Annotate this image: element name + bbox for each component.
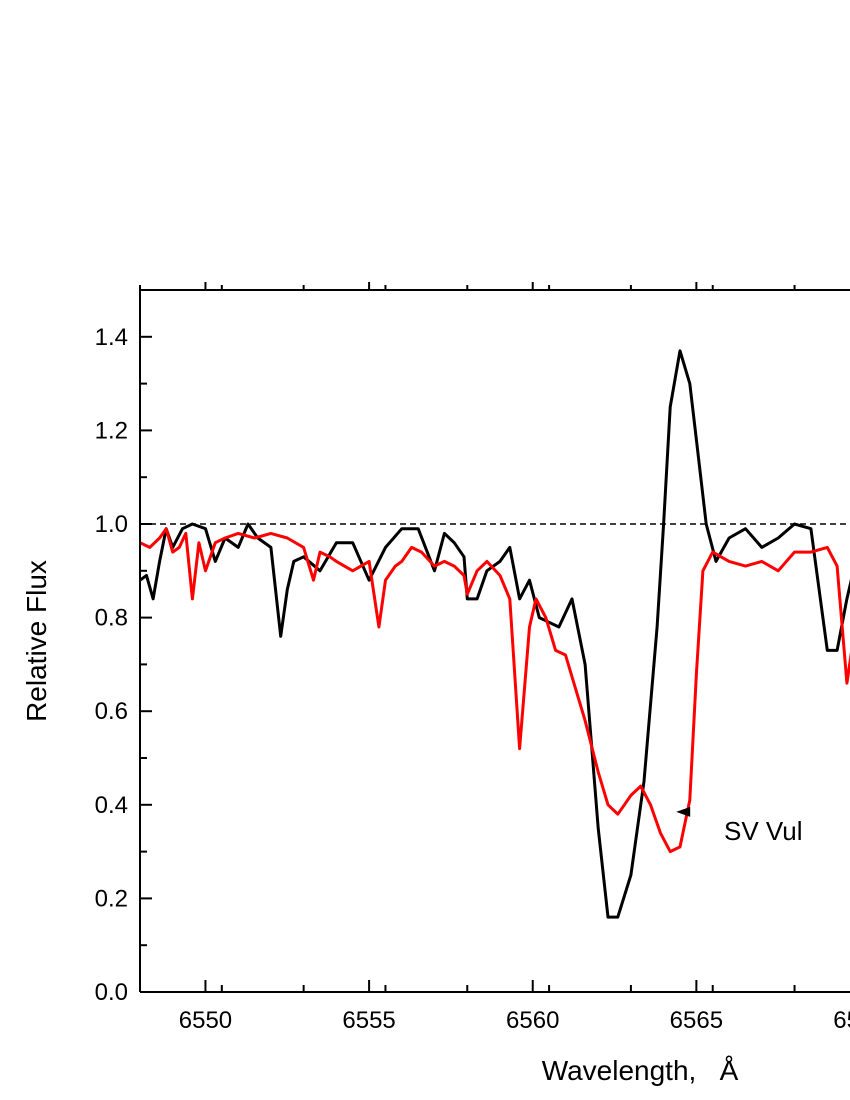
y-tick-label: 0.0 xyxy=(95,979,128,1006)
x-tick-label: 6560 xyxy=(506,1007,559,1034)
series-line-1 xyxy=(140,349,850,919)
x-tick-label: 6550 xyxy=(179,1007,232,1034)
x-axis-title: Wavelength, Å xyxy=(542,1055,739,1086)
y-tick-label: 1.2 xyxy=(95,417,128,444)
x-tick-label: 6565 xyxy=(670,1007,723,1034)
x-tick-label: 6555 xyxy=(342,1007,395,1034)
series-line-2 xyxy=(140,527,850,854)
annotation-arrowhead xyxy=(676,806,691,817)
annotation-label: SV Vul xyxy=(724,816,803,846)
y-tick-label: 1.4 xyxy=(95,324,128,351)
y-tick-label: 0.4 xyxy=(95,792,128,819)
y-tick-label: 0.6 xyxy=(95,698,128,725)
y-tick-label: 0.2 xyxy=(95,885,128,912)
y-axis-title: Relative Flux xyxy=(21,560,52,722)
y-tick-label: 0.8 xyxy=(95,605,128,632)
x-tick-label: 6570 xyxy=(833,1007,850,1034)
y-tick-label: 1.0 xyxy=(95,511,128,538)
